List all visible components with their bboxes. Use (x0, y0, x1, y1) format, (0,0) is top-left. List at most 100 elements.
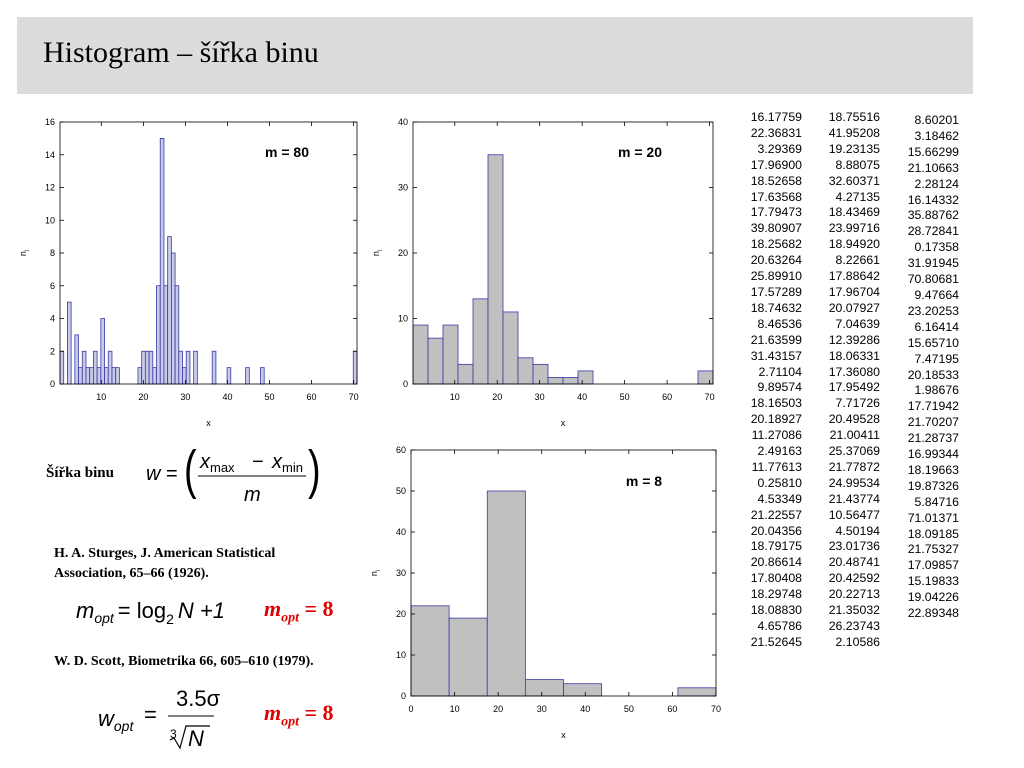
histogram-bar (502, 311, 519, 385)
right-paren: ) (308, 440, 321, 500)
data-value: 17.96900 (750, 157, 802, 172)
data-value: 20.49528 (828, 412, 880, 427)
svg-text:N: N (188, 726, 204, 751)
eq-symbol: = (166, 463, 178, 485)
data-value: 15.65710 (907, 335, 959, 350)
histogram-m20: 10 20 30 40 50 60 70 0 10 20 30 40 x ni m = 20 (371, 117, 715, 428)
x-tick-label: 70 (705, 392, 715, 402)
data-value: 25.37069 (828, 444, 880, 459)
data-value: 21.28737 (907, 431, 959, 446)
data-value: 31.43157 (750, 348, 802, 363)
data-value: 21.00411 (829, 428, 880, 443)
data-value: 16.17759 (750, 110, 802, 124)
x-axis-label: x (561, 418, 566, 428)
bin-count-annotation: m = 20 (618, 144, 662, 160)
x-tick-label: 50 (624, 704, 634, 714)
data-value: 21.77872 (828, 459, 880, 474)
histogram-bar (410, 605, 450, 697)
x-tick-label: 20 (492, 392, 502, 402)
y-tick-label: 0 (401, 691, 406, 701)
data-value: 16.14332 (907, 192, 959, 207)
histogram-bar (260, 367, 265, 385)
histogram-bar (74, 334, 79, 385)
y-tick-label: 8 (50, 248, 55, 258)
data-value: 8.88075 (835, 157, 880, 172)
data-value: 35.88762 (907, 208, 959, 223)
scott-result: mopt = 8 (264, 700, 334, 730)
data-value: 17.71942 (907, 399, 959, 414)
scott-formula: wopt = 3.5σ 3 N (98, 686, 221, 751)
data-value: 9.47664 (914, 287, 959, 302)
data-value: 20.86614 (750, 555, 802, 570)
data-value: 2.71104 (758, 364, 802, 379)
data-value: 1.98676 (914, 383, 959, 398)
histogram-bar (547, 377, 564, 385)
y-tick-label: 16 (45, 117, 55, 127)
data-value: 2.49163 (757, 444, 802, 459)
x-tick-label: 10 (450, 704, 460, 714)
y-axis-label-sub: i (25, 250, 31, 251)
svg-text:3: 3 (170, 727, 177, 741)
data-value: 4.27135 (835, 189, 880, 204)
data-value: 70.80681 (907, 272, 959, 287)
histogram-bar (81, 350, 87, 385)
y-tick-label: 4 (50, 314, 55, 324)
data-value: 11.77613 (751, 459, 802, 474)
y-axis-label-base: n (18, 251, 28, 256)
sturges-result: mopt = 8 (264, 596, 334, 626)
data-value: 18.19663 (907, 462, 959, 477)
histogram-bar (185, 350, 191, 385)
histogram-bar (677, 687, 717, 697)
title-bar: Histogram – šířka binu (17, 17, 973, 94)
data-column-1: 16.17759 22.36831 3.29369 17.96900 18.52658 1… (736, 110, 802, 651)
histogram-bar (89, 367, 94, 385)
data-value: 11.27086 (751, 428, 802, 443)
histogram-m80: 10 20 30 40 50 60 70 0 2 4 6 8 10 12 14 16 x ni m = 80 (18, 117, 359, 428)
data-value: 18.79175 (750, 539, 802, 554)
data-value: 17.63568 (750, 189, 802, 204)
histogram-bar (144, 350, 150, 385)
x-tick-label: 70 (711, 704, 721, 714)
data-value: 3.29369 (757, 141, 802, 156)
bin-count-annotation: m = 80 (265, 144, 309, 160)
data-value: 4.50194 (835, 523, 880, 538)
y-axis-label-sub: i (378, 250, 384, 251)
data-value: 19.04226 (907, 590, 959, 605)
data-value: 18.16503 (750, 396, 802, 411)
data-value: 21.75327 (907, 542, 959, 557)
histogram-bar (193, 350, 198, 385)
data-value: 23.99716 (828, 221, 880, 236)
histogram-bar (352, 350, 358, 385)
data-value: 16.99344 (907, 447, 959, 462)
data-value: 23.01736 (828, 539, 880, 554)
w-symbol: w (146, 463, 162, 485)
x-tick-label: 30 (180, 392, 190, 402)
y-tick-label: 10 (396, 650, 406, 660)
x-min: xmin (271, 451, 303, 475)
data-value: 0.25810 (757, 475, 802, 490)
y-axis-label-base: n (369, 571, 379, 576)
data-value: 21.70207 (907, 415, 959, 430)
histogram-bar (170, 252, 176, 385)
histogram-bar (159, 137, 165, 385)
data-value: 17.80408 (750, 571, 802, 586)
y-tick-label: 12 (45, 183, 55, 193)
data-value: 6.16414 (914, 319, 959, 334)
data-value: 17.88642 (828, 269, 880, 284)
histogram-bar (137, 367, 143, 385)
histogram-bar (178, 350, 183, 385)
data-value: 4.65786 (757, 619, 802, 633)
data-value: 22.36831 (750, 125, 802, 140)
histogram-bar (141, 350, 146, 385)
sturges-reference: H. A. Sturges, J. American Statistical A… (54, 546, 276, 581)
data-value: 17.95492 (828, 380, 880, 395)
data-value: 7.47195 (914, 351, 959, 366)
histogram-bar (427, 337, 444, 385)
data-value: 20.42592 (828, 571, 880, 586)
data-value: 20.48741 (828, 555, 880, 570)
y-tick-label: 50 (396, 486, 406, 496)
data-value: 24.99534 (828, 475, 880, 490)
histogram-bar (472, 298, 489, 385)
histogram-bar (442, 324, 459, 385)
